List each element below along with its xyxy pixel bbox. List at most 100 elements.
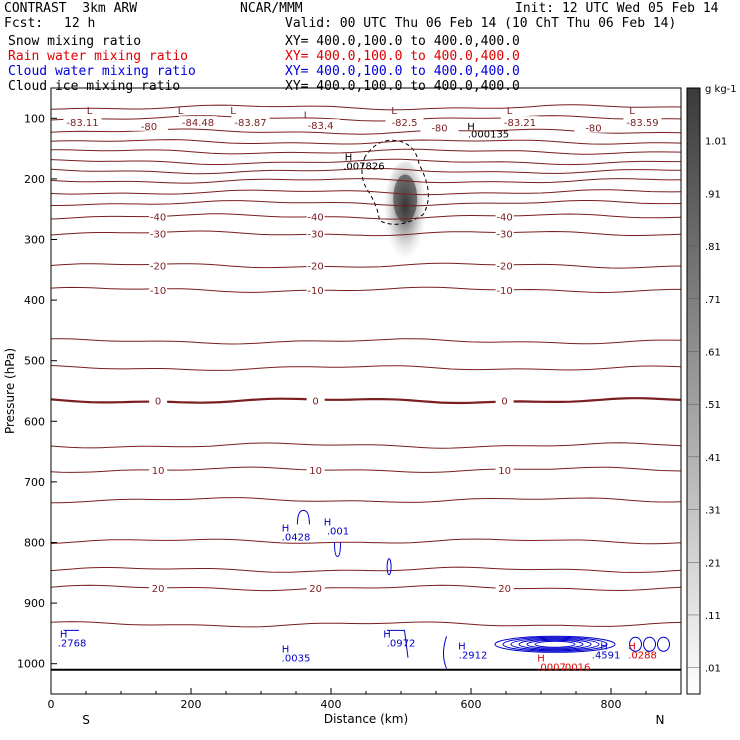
snow-field-xy: XY= 400.0,100.0 to 400.0,400.0 (285, 34, 520, 49)
temperature-contour-label: -10 (496, 286, 512, 297)
contour-label-gap (306, 283, 325, 295)
temperature-contour (51, 566, 681, 573)
temperature-contour (51, 213, 681, 220)
contour-label-gap (149, 210, 168, 222)
cloud-ice-value: .000135 (468, 129, 509, 140)
contour-label-gap (306, 581, 325, 593)
rain-water-value: .0016 (562, 663, 591, 674)
contour-label-gap (149, 463, 168, 475)
upper-temperature-value: -83.4 (308, 121, 334, 132)
cloud-water-value: .2768 (58, 638, 87, 649)
cloud-water-contour (629, 636, 642, 652)
colorbar-label: .91 (705, 189, 721, 200)
label-gap (420, 121, 459, 133)
y-tick-label: 100 (24, 112, 45, 125)
temperature-contour (51, 365, 681, 371)
contour-label-gap (495, 581, 514, 593)
cloud-water-value: .0972 (387, 638, 416, 649)
ice-field-xy: XY= 400.0,100.0 to 400.0,400.0 (285, 79, 520, 94)
north-label: N (656, 713, 665, 727)
contour-label-gap (306, 227, 325, 239)
temperature-contour-label: 0 (312, 397, 318, 408)
cloud-water-value: .0035 (282, 654, 311, 665)
upper-temperature-value: -83.21 (504, 118, 536, 129)
cloud-water-contour (386, 558, 392, 576)
y-axis-title: Pressure (hPa) (3, 348, 17, 434)
label-gap (63, 116, 102, 128)
cloud-water-contour (334, 542, 341, 558)
temperature-contour (51, 139, 681, 145)
x-tick-label: 600 (461, 698, 482, 711)
low-marker: L (178, 106, 184, 117)
colorbar-label: .51 (705, 400, 721, 411)
contour-label-gap (306, 210, 325, 222)
low-marker: L (629, 106, 635, 117)
high-marker: H (600, 642, 608, 653)
high-marker: H (458, 642, 466, 653)
y-tick-label: 800 (24, 537, 45, 550)
init-time: Init: 12 UTC Wed 05 Feb 14 (515, 1, 719, 16)
contour-label-gap (495, 463, 514, 475)
low-marker: L (391, 106, 397, 117)
colorbar (686, 87, 701, 695)
cloud-water-contour (296, 509, 310, 525)
temperature-contour-label: -40 (307, 212, 323, 223)
temperature-contour-label: 20 (498, 584, 511, 595)
label-gap (130, 119, 168, 131)
temperature-contour-label: -10 (150, 286, 166, 297)
temperature-contour-label: -30 (150, 229, 166, 240)
cloud-water-contour (510, 637, 600, 651)
temperature-contour (51, 262, 681, 269)
temperature-contour (51, 168, 681, 175)
colorbar-label: .61 (705, 347, 721, 358)
snow-shading-core (393, 174, 418, 223)
temperature-contour-label: -40 (496, 212, 512, 223)
y-tick-label: 900 (24, 597, 45, 610)
cloud-water-contour (643, 636, 656, 652)
low-marker: L (304, 111, 310, 122)
temperature-contour-label: -20 (496, 262, 512, 273)
rain-field-name: Rain water mixing ratio (8, 49, 189, 64)
y-tick-label: 1000 (17, 658, 45, 671)
label-gap (574, 121, 613, 133)
label-gap (231, 116, 270, 128)
contour-label-gap (306, 259, 325, 271)
temperature-contour-label: -30 (307, 229, 323, 240)
snow-max-value: .007826 (343, 162, 384, 173)
x-tick-label: 400 (321, 698, 342, 711)
high-marker: H (324, 517, 332, 528)
model-title: CONTRAST 3km ARW (4, 1, 138, 16)
contour-label-gap (149, 259, 168, 271)
high-marker: H (537, 654, 545, 665)
x-tick-label: 800 (601, 698, 622, 711)
temperature-contour (51, 466, 681, 473)
colorbar-label: .01 (705, 664, 721, 675)
upper-temperature-value: -80 (431, 124, 447, 135)
upper-temperature-value: -84.48 (182, 118, 214, 129)
high-marker: H (60, 629, 68, 640)
temperature-contour-label: -30 (496, 229, 512, 240)
temperature-contour (51, 200, 681, 207)
label-gap (623, 116, 662, 128)
temperature-contour (51, 397, 681, 405)
cloud-water-contour (534, 640, 576, 648)
high-marker: H (467, 122, 475, 133)
colorbar-label: .21 (705, 558, 721, 569)
temperature-contour-label: -40 (150, 212, 166, 223)
temperature-contour (51, 158, 681, 166)
low-marker: L (87, 106, 93, 117)
temperature-contour (51, 148, 681, 155)
temperature-contour (51, 442, 681, 449)
high-marker: H (282, 645, 290, 656)
y-tick-label: 400 (24, 294, 45, 307)
label-gap (501, 116, 539, 128)
temperature-contour-label: 10 (152, 466, 165, 477)
cloud-water-contour (443, 636, 447, 669)
low-marker: L (507, 106, 513, 117)
contour-label-gap (149, 227, 168, 239)
cloud-water-contour (494, 635, 616, 653)
upper-temperature-value: -80 (141, 122, 157, 133)
cloud-water-value: .001 (327, 526, 349, 537)
temperature-contour (51, 115, 681, 122)
